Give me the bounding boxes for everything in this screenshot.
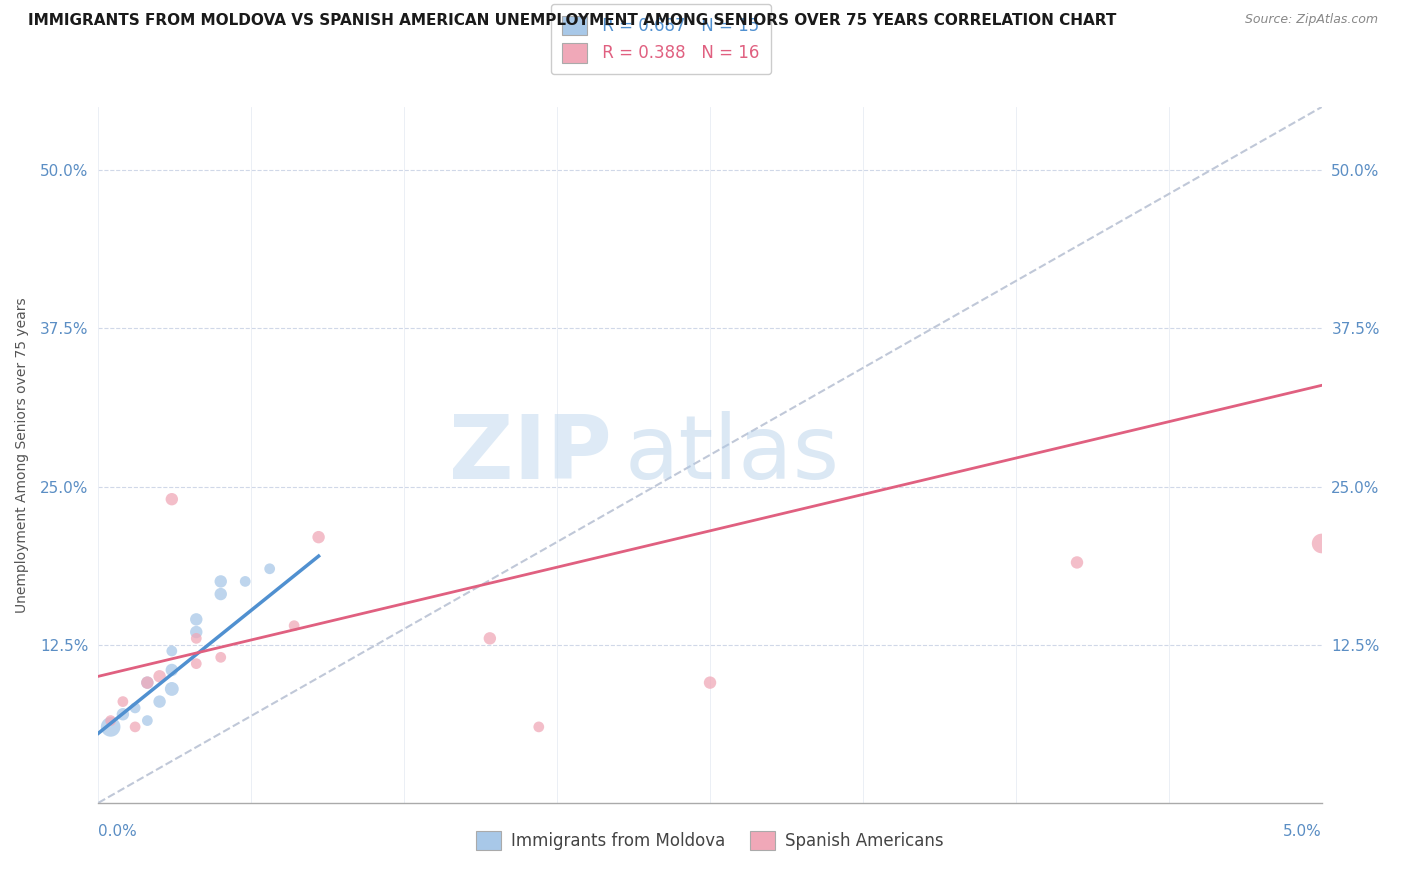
Point bbox=[283, 618, 305, 632]
Point bbox=[136, 675, 159, 690]
Point bbox=[1066, 556, 1088, 570]
Point bbox=[186, 657, 208, 671]
Text: Source: ZipAtlas.com: Source: ZipAtlas.com bbox=[1244, 13, 1378, 27]
Point bbox=[233, 574, 256, 589]
Point bbox=[100, 714, 122, 728]
Point bbox=[100, 720, 122, 734]
Point bbox=[160, 492, 183, 507]
Point bbox=[149, 669, 172, 683]
Point bbox=[527, 720, 550, 734]
Legend: Immigrants from Moldova, Spanish Americans: Immigrants from Moldova, Spanish America… bbox=[470, 824, 950, 857]
Point bbox=[308, 530, 330, 544]
Point bbox=[160, 644, 183, 658]
Point bbox=[160, 681, 183, 696]
Point bbox=[136, 714, 159, 728]
Text: atlas: atlas bbox=[624, 411, 839, 499]
Point bbox=[124, 701, 146, 715]
Point bbox=[111, 707, 134, 722]
Point bbox=[149, 695, 172, 709]
Point bbox=[699, 675, 721, 690]
Point bbox=[124, 720, 146, 734]
Point bbox=[160, 663, 183, 677]
Point bbox=[209, 587, 232, 601]
Text: 5.0%: 5.0% bbox=[1282, 823, 1322, 838]
Point bbox=[209, 650, 232, 665]
Point bbox=[1310, 536, 1333, 550]
Text: 0.0%: 0.0% bbox=[98, 823, 138, 838]
Text: ZIP: ZIP bbox=[450, 411, 612, 499]
Point bbox=[259, 562, 281, 576]
Point bbox=[209, 574, 232, 589]
Point bbox=[111, 695, 134, 709]
Y-axis label: Unemployment Among Seniors over 75 years: Unemployment Among Seniors over 75 years bbox=[15, 297, 30, 613]
Point bbox=[186, 625, 208, 640]
Point bbox=[186, 632, 208, 646]
Point bbox=[136, 675, 159, 690]
Text: IMMIGRANTS FROM MOLDOVA VS SPANISH AMERICAN UNEMPLOYMENT AMONG SENIORS OVER 75 Y: IMMIGRANTS FROM MOLDOVA VS SPANISH AMERI… bbox=[28, 13, 1116, 29]
Point bbox=[478, 632, 501, 646]
Point bbox=[186, 612, 208, 626]
